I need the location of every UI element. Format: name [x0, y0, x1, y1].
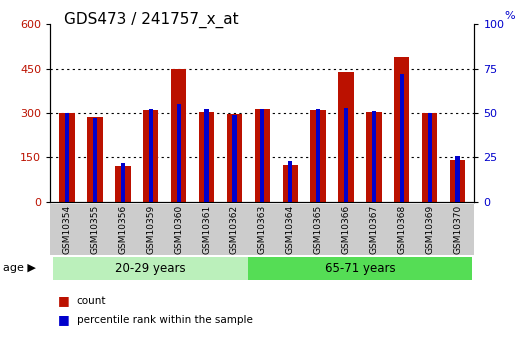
Bar	[227, 115, 242, 202]
Text: 20-29 years: 20-29 years	[116, 262, 186, 275]
Text: 65-71 years: 65-71 years	[325, 262, 395, 275]
Bar	[176, 104, 181, 202]
Bar	[65, 113, 69, 202]
Text: count: count	[77, 296, 107, 306]
Bar	[366, 111, 382, 202]
Bar	[199, 111, 214, 202]
Bar	[338, 71, 354, 202]
Bar	[288, 161, 293, 202]
Bar	[400, 74, 404, 202]
Bar	[428, 113, 432, 202]
Bar	[93, 118, 97, 202]
Bar	[450, 160, 465, 202]
Bar	[115, 166, 130, 202]
Bar	[344, 108, 348, 202]
Bar	[422, 113, 437, 202]
Bar	[455, 156, 460, 202]
Bar	[311, 110, 326, 202]
Text: ■: ■	[58, 294, 70, 307]
Text: GDS473 / 241757_x_at: GDS473 / 241757_x_at	[64, 12, 238, 28]
Bar	[148, 109, 153, 202]
Bar	[255, 109, 270, 202]
Bar	[143, 110, 158, 202]
Bar	[372, 111, 376, 202]
Bar	[394, 57, 410, 202]
Text: %: %	[504, 11, 515, 21]
Bar	[171, 69, 187, 202]
Bar	[121, 163, 125, 202]
Bar	[87, 117, 103, 202]
Text: age ▶: age ▶	[3, 264, 36, 273]
Text: ■: ■	[58, 313, 70, 326]
Bar	[232, 115, 236, 202]
Bar	[260, 109, 264, 202]
Bar	[59, 113, 75, 202]
Bar	[282, 165, 298, 202]
Bar	[205, 109, 209, 202]
Bar	[316, 109, 320, 202]
Text: percentile rank within the sample: percentile rank within the sample	[77, 315, 253, 325]
